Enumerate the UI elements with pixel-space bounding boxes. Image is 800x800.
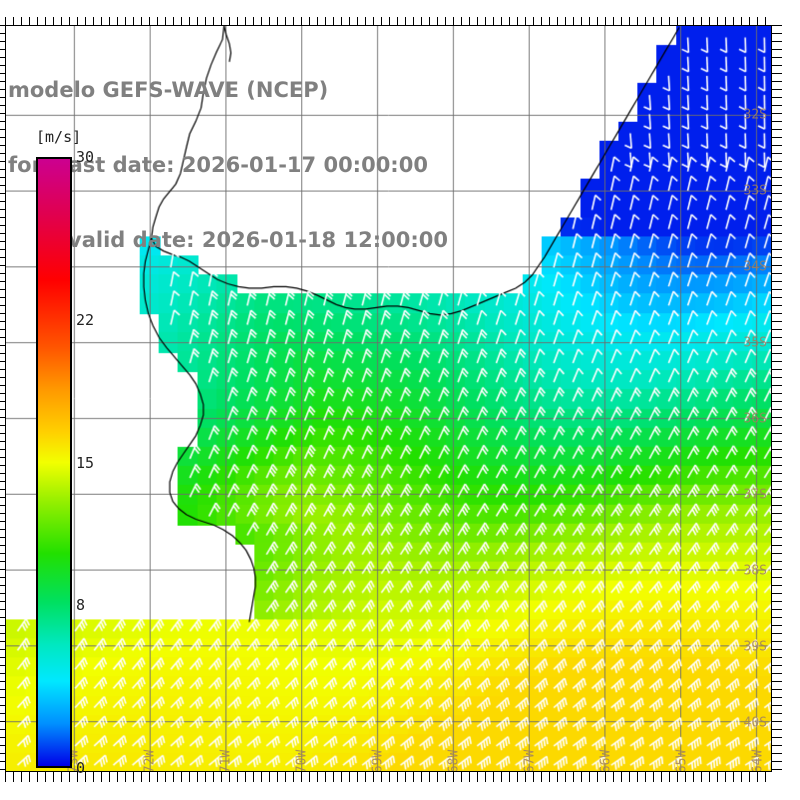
bottom-tick-ruler bbox=[5, 772, 772, 782]
colorbar-tick-22: 22 bbox=[76, 310, 95, 329]
valid-date-line: valid date: 2026-01-18 12:00:00 bbox=[68, 228, 448, 252]
right-tick-ruler bbox=[772, 25, 782, 772]
wind-speed-heatmap-canvas bbox=[6, 26, 771, 771]
colorbar-gradient bbox=[36, 157, 72, 768]
colorbar-tick-30: 30 bbox=[76, 148, 95, 166]
figure-title: modelo GEFS-WAVE (NCEP) forecast date: 2… bbox=[8, 28, 508, 303]
map-plot-area[interactable]: 32S 33S 34S 35S 36S 37S 38S 39S 40S 73W 72W 71W 70W 6… bbox=[5, 25, 772, 772]
forecast-date-line: forecast date: 2026-01-17 00:00:00 bbox=[8, 153, 428, 177]
colorbar-tick-15: 15 bbox=[76, 453, 95, 472]
colorbar-tick-0: 0 bbox=[76, 759, 86, 777]
model-name-line: modelo GEFS-WAVE (NCEP) bbox=[8, 78, 329, 102]
colorbar-units-label: [m/s] bbox=[36, 128, 82, 146]
top-tick-ruler bbox=[5, 17, 772, 26]
colorbar-tick-8: 8 bbox=[76, 596, 86, 615]
